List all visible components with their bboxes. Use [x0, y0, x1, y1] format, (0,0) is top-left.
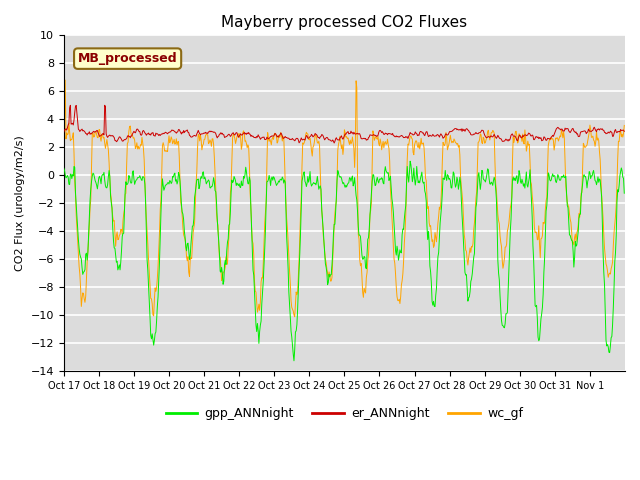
Title: Mayberry processed CO2 Fluxes: Mayberry processed CO2 Fluxes	[221, 15, 467, 30]
Text: MB_processed: MB_processed	[78, 52, 177, 65]
Legend: gpp_ANNnight, er_ANNnight, wc_gf: gpp_ANNnight, er_ANNnight, wc_gf	[161, 402, 528, 425]
Y-axis label: CO2 Flux (urology/m2/s): CO2 Flux (urology/m2/s)	[15, 135, 25, 271]
